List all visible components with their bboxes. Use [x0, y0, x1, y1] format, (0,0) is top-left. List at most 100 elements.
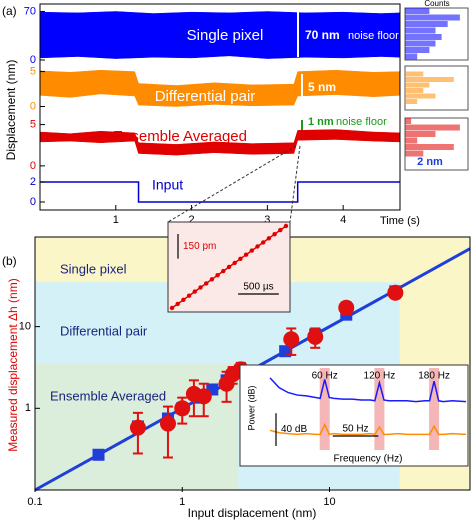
- y-axis-label: Displacement (nm): [4, 60, 18, 161]
- marker: [266, 236, 272, 241]
- y-tick-label: 5: [30, 119, 36, 131]
- histogram-bar: [405, 8, 430, 14]
- histogram-bar: [405, 77, 454, 82]
- histogram-bar: [405, 118, 412, 124]
- marker: [249, 248, 254, 253]
- circle-marker: [129, 419, 146, 436]
- x-tick-label: 4: [340, 214, 346, 226]
- marker: [232, 260, 237, 266]
- annotation-note: noise floor: [336, 116, 387, 128]
- histogram-bar: [405, 14, 460, 21]
- x-axis-label: Time (s): [380, 215, 420, 227]
- x-tick-label: 0.1: [27, 496, 42, 508]
- region-label: Single pixel: [60, 261, 127, 276]
- circle-marker: [307, 328, 324, 345]
- annotation-note: noise floor: [348, 30, 399, 42]
- y-tick-label: 2: [30, 176, 36, 188]
- y-axis-label: Power (dB): [246, 385, 256, 430]
- x-tick-label: 1: [179, 496, 185, 508]
- scale-label: 50 Hz: [342, 424, 368, 435]
- peak-band: [374, 368, 385, 450]
- histogram-bar: [405, 71, 424, 77]
- marker: [272, 232, 277, 237]
- trace: [269, 377, 467, 403]
- panel-label: (b): [2, 254, 17, 268]
- histogram-bar: [405, 47, 430, 53]
- trace: [40, 181, 400, 203]
- peak-label: 120 Hz: [364, 371, 396, 382]
- circle-marker: [283, 331, 300, 348]
- histogram-bar: [405, 137, 418, 144]
- histogram-bar: [405, 93, 436, 99]
- marker: [181, 297, 186, 302]
- x-tick-label: 10: [323, 496, 335, 508]
- x-tick-label: 3: [264, 214, 270, 226]
- histogram-bar: [405, 34, 442, 40]
- zoom-layer: 150 pm 500 µs: [169, 223, 289, 311]
- panel-label: (a): [2, 4, 17, 18]
- y-tick-label: 5: [30, 65, 36, 77]
- marker: [192, 289, 197, 294]
- histogram-bar: [405, 40, 436, 47]
- histogram-bar: [405, 82, 430, 88]
- circle-marker: [174, 400, 191, 417]
- histogram-bar: [405, 131, 436, 137]
- histogram-bar: [405, 99, 418, 104]
- x-axis-label: Input displacement (nm): [188, 506, 317, 520]
- marker: [169, 305, 175, 311]
- spectrum-layer: 60 Hz 120 Hz 180 Hz 40 dB 50 Hz: [269, 368, 467, 450]
- marker: [215, 273, 220, 278]
- marker: [278, 227, 283, 233]
- histogram-bar: [405, 21, 448, 27]
- marker: [226, 264, 232, 270]
- y-tick-label: 0: [30, 100, 36, 112]
- y-tick-label: 10: [19, 321, 31, 333]
- circle-marker: [338, 299, 355, 316]
- annotation: 5 nm: [308, 80, 336, 94]
- marker: [198, 285, 203, 290]
- zoom-connector: [289, 145, 301, 223]
- y-tick-label: 70: [24, 5, 36, 17]
- trace: [269, 422, 467, 436]
- y-tick-label: 0: [30, 160, 36, 172]
- square-marker: [92, 448, 105, 461]
- marker: [175, 301, 180, 307]
- circle-marker: [159, 415, 176, 432]
- hist-title: Counts: [424, 0, 449, 8]
- annotation: 1 nm: [308, 116, 334, 128]
- histogram-bar: [405, 88, 424, 93]
- peak-band: [429, 368, 440, 450]
- y-tick-label: 0: [30, 196, 36, 208]
- x-tick-label: 1: [113, 214, 119, 226]
- annotation: 70 nm: [305, 28, 340, 42]
- zoom-connector: [167, 145, 297, 223]
- x-tick-label: 2: [189, 214, 195, 226]
- marker: [243, 252, 249, 257]
- histogram-bar: [405, 150, 424, 157]
- panel-b: Single pixel Differential pair Ensemble Av…: [19, 237, 471, 508]
- trace-label: Input: [152, 177, 183, 193]
- marker: [221, 268, 226, 274]
- region-label: Ensemble Averaged: [50, 388, 166, 403]
- hist-annotation: 2 nm: [417, 156, 443, 168]
- circle-marker: [195, 388, 212, 405]
- trace-label: Ensemble Averaged: [113, 128, 247, 145]
- marker: [204, 281, 209, 286]
- y-tick-label: 1: [25, 402, 31, 414]
- scale-label: 500 µs: [243, 282, 273, 293]
- marker: [261, 240, 266, 245]
- region-label: Differential pair: [60, 323, 148, 338]
- peak-label: 180 Hz: [418, 371, 450, 382]
- marker: [209, 277, 215, 282]
- histogram-bar: [405, 53, 418, 60]
- marker: [283, 223, 289, 229]
- marker: [255, 244, 260, 249]
- y-axis-label: Measured displacement Δh (nm): [6, 278, 20, 451]
- marker: [186, 293, 192, 298]
- panel-a-frame: [39, 3, 401, 211]
- x-axis-label: Frequency (Hz): [334, 454, 403, 465]
- scale-label: 40 dB: [281, 424, 307, 435]
- circle-marker: [387, 284, 404, 301]
